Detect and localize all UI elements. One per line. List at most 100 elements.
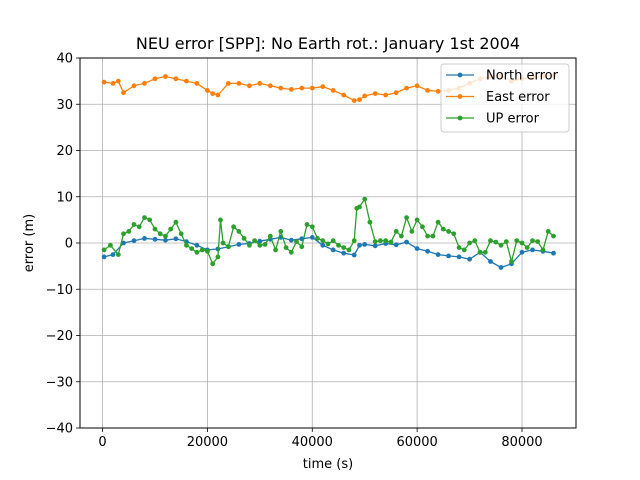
y-tick-label: −40 (46, 422, 73, 437)
data-point (357, 97, 362, 102)
data-point (551, 250, 556, 256)
data-point (147, 217, 153, 223)
data-point (173, 219, 179, 225)
data-point (430, 233, 436, 239)
data-point (210, 261, 216, 267)
data-point (215, 254, 221, 260)
data-point (477, 249, 483, 255)
data-point (351, 252, 357, 258)
data-point (173, 236, 179, 242)
data-point (101, 79, 107, 85)
data-point (236, 81, 242, 86)
data-point (503, 239, 509, 245)
data-point (215, 92, 221, 98)
data-point (320, 242, 326, 248)
data-point (309, 224, 315, 230)
data-point (283, 245, 289, 251)
x-tick-label: 80000 (501, 435, 542, 450)
data-point (184, 242, 189, 248)
data-point (136, 224, 142, 230)
data-point (121, 90, 126, 96)
data-point (446, 253, 451, 259)
data-point (108, 242, 113, 248)
legend-marker (457, 72, 463, 78)
data-point (425, 88, 430, 93)
data-point (535, 239, 541, 245)
data-point (205, 88, 210, 93)
data-point (435, 252, 441, 257)
data-point (288, 237, 294, 243)
data-point (218, 217, 223, 223)
data-point (383, 238, 389, 244)
data-point (367, 219, 373, 225)
y-axis-label: error (m) (22, 214, 37, 272)
chart-title: NEU error [SPP]: No Earth rot.: January … (136, 34, 520, 53)
data-point (194, 242, 200, 248)
data-point (482, 249, 488, 255)
data-point (288, 249, 294, 255)
data-point (210, 91, 216, 96)
data-point (509, 259, 514, 264)
data-point (393, 242, 399, 248)
data-point (142, 236, 147, 241)
data-point (115, 252, 121, 257)
data-point (168, 226, 174, 232)
data-point (530, 238, 535, 244)
data-point (101, 247, 107, 253)
data-point (257, 238, 263, 244)
data-point (425, 248, 430, 254)
data-point (330, 238, 336, 244)
data-point (446, 229, 451, 234)
y-tick-label: 20 (56, 144, 73, 159)
legend-marker (457, 115, 463, 121)
data-point (341, 245, 347, 251)
data-point (184, 78, 189, 84)
data-point (456, 254, 462, 260)
data-point (273, 247, 278, 253)
legend-label: East error (486, 90, 550, 105)
data-point (372, 243, 378, 249)
legend: North error East error UP error (440, 63, 570, 133)
data-point (241, 236, 247, 241)
data-point (252, 238, 257, 244)
plot-series (101, 73, 556, 270)
data-point (456, 245, 462, 251)
data-point (435, 88, 441, 94)
data-point (388, 239, 394, 245)
data-point (498, 265, 504, 270)
data-point (551, 233, 556, 239)
data-point (404, 239, 409, 245)
data-point (540, 247, 546, 253)
data-point (173, 76, 179, 82)
data-point (142, 81, 147, 86)
data-point (357, 242, 362, 248)
data-point (451, 231, 457, 237)
data-point (414, 217, 420, 223)
data-point (435, 219, 441, 225)
data-point (514, 238, 520, 244)
data-point (152, 236, 158, 242)
data-point (362, 196, 368, 202)
data-point (267, 233, 273, 239)
data-point (472, 238, 478, 244)
data-point (393, 229, 399, 234)
data-point (362, 93, 368, 99)
data-point (101, 254, 107, 260)
data-point (467, 240, 472, 246)
data-point (131, 222, 137, 227)
data-point (461, 247, 467, 253)
legend-box (440, 63, 570, 133)
data-point (231, 224, 237, 230)
data-point (194, 81, 200, 86)
data-point (304, 222, 310, 227)
data-point (357, 204, 362, 210)
x-tick-label: 60000 (396, 435, 437, 450)
data-point (267, 83, 273, 89)
data-point (163, 74, 168, 79)
data-point (194, 249, 200, 255)
data-point (226, 81, 231, 86)
series-2 (101, 196, 556, 267)
data-point (393, 90, 399, 96)
data-point (341, 92, 347, 98)
data-point (341, 250, 347, 256)
